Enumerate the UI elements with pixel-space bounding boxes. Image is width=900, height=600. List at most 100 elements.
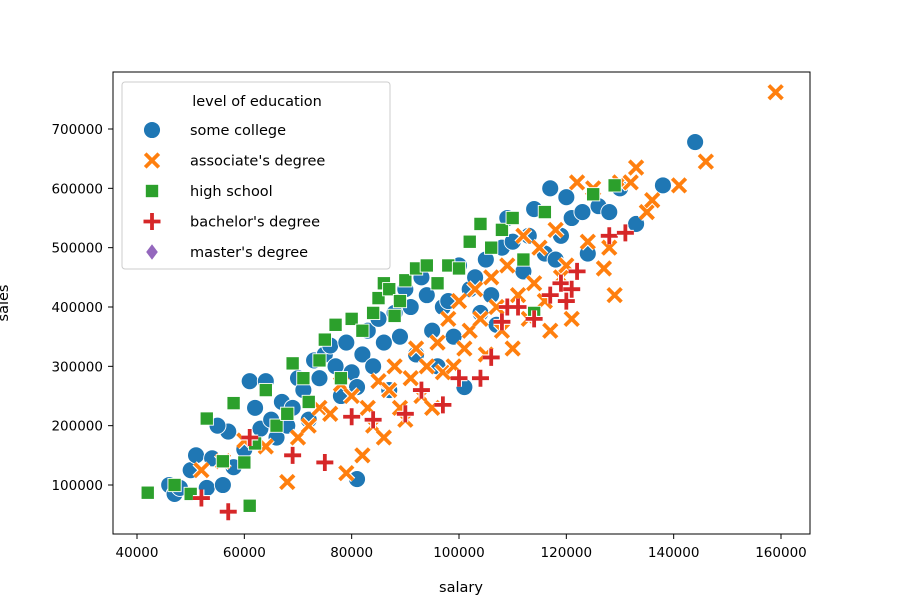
data-point <box>686 133 705 152</box>
x-axis: 40000 60000 80000 100000 120000 140000 160000 <box>116 534 807 561</box>
data-point <box>430 276 445 291</box>
data-point <box>493 321 511 340</box>
data-point <box>621 173 640 192</box>
data-point <box>285 356 300 371</box>
data-point <box>541 321 560 340</box>
y-tick-label: 500000 <box>51 241 103 257</box>
data-point <box>514 226 533 245</box>
data-point <box>387 308 402 323</box>
data-point <box>355 323 370 338</box>
y-axis: 100000 200000 300000 400000 500000 600000 7000… <box>51 122 113 494</box>
y-axis-label: sales <box>0 285 12 322</box>
data-point <box>563 280 581 298</box>
x-tick-label: 80000 <box>330 545 373 561</box>
data-point <box>342 387 361 405</box>
data-point <box>428 333 447 352</box>
data-point <box>215 454 230 469</box>
data-point <box>419 258 434 273</box>
data-point <box>505 210 520 226</box>
data-point <box>296 371 311 386</box>
data-point <box>600 203 619 222</box>
data-point <box>417 286 436 305</box>
data-point <box>605 286 624 305</box>
data-point <box>278 473 297 491</box>
data-point <box>382 282 397 297</box>
data-point <box>552 274 570 292</box>
data-point <box>241 429 259 447</box>
series-3 <box>192 224 634 521</box>
data-point <box>343 408 361 426</box>
series-2 <box>140 178 622 513</box>
data-point <box>401 369 420 388</box>
data-point <box>385 357 404 376</box>
legend-item: some college <box>143 121 286 139</box>
plot-frame <box>112 71 811 535</box>
data-point <box>371 291 386 306</box>
data-point <box>546 220 565 239</box>
data-point <box>417 357 436 376</box>
legend-item: associate's degree <box>143 151 325 170</box>
data-point <box>696 152 715 171</box>
data-point <box>557 292 575 310</box>
data-point <box>439 309 458 328</box>
data-point <box>466 280 485 299</box>
data-point <box>616 224 634 242</box>
data-point <box>455 339 474 358</box>
data-point <box>568 262 586 280</box>
data-point <box>237 455 252 470</box>
data-point <box>199 411 214 426</box>
data-point <box>600 238 619 257</box>
data-point <box>482 348 500 366</box>
data-point <box>462 234 477 249</box>
data-point <box>498 256 517 275</box>
legend-marker <box>145 242 159 262</box>
data-point <box>344 311 359 326</box>
legend-label: some college <box>190 123 286 139</box>
legend-marker <box>143 121 161 139</box>
data-point <box>653 176 672 195</box>
y-tick-label: 300000 <box>51 359 103 375</box>
data-point <box>530 238 549 257</box>
data-point <box>573 203 592 222</box>
legend-title: level of education <box>192 94 322 110</box>
data-point <box>503 339 522 358</box>
data-point <box>412 381 430 399</box>
data-point <box>312 353 327 368</box>
data-point <box>450 369 468 387</box>
data-point <box>269 418 284 433</box>
data-point <box>670 176 688 195</box>
data-point <box>226 396 241 411</box>
legend-item: high school <box>144 183 273 200</box>
x-tick-label: 140000 <box>648 545 700 561</box>
data-point <box>568 173 586 192</box>
data-point <box>353 345 372 364</box>
data-point <box>594 259 613 278</box>
data-point <box>374 428 393 447</box>
data-point <box>140 485 155 500</box>
data-point <box>487 298 506 316</box>
data-point <box>167 477 182 493</box>
x-tick-label: 120000 <box>541 545 593 561</box>
y-tick-label: 600000 <box>51 181 103 197</box>
data-point <box>284 446 302 464</box>
data-point <box>471 369 489 387</box>
data-point <box>396 405 414 423</box>
data-point <box>242 498 257 513</box>
data-point <box>493 313 511 331</box>
y-tick-label: 700000 <box>51 122 103 138</box>
data-point <box>392 293 408 309</box>
data-point <box>450 292 468 310</box>
data-point <box>525 274 544 293</box>
legend-frame <box>121 81 391 270</box>
data-point <box>391 327 409 346</box>
data-point <box>586 187 601 202</box>
data-point <box>337 333 356 352</box>
data-point <box>434 396 452 414</box>
data-point <box>484 240 499 255</box>
data-point <box>509 298 527 316</box>
y-tick-label: 400000 <box>51 300 103 316</box>
x-tick-label: 100000 <box>433 545 485 561</box>
data-point <box>541 179 560 198</box>
data-point <box>310 369 329 388</box>
